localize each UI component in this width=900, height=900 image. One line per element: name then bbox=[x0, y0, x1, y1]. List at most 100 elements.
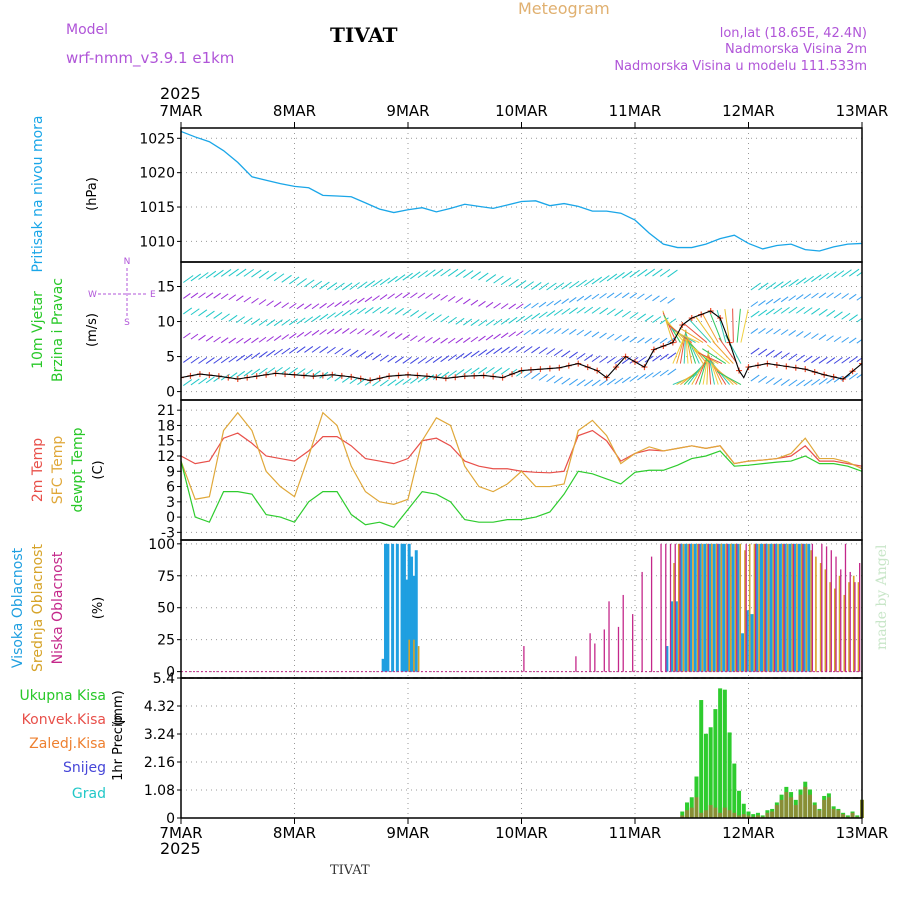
mid-cloud-bar bbox=[715, 543, 718, 672]
wind-barb bbox=[470, 367, 480, 375]
wind-barb bbox=[190, 333, 199, 340]
wind-barb bbox=[296, 317, 306, 325]
x-tick-label-top: 13MAR bbox=[836, 102, 889, 120]
wind-barb bbox=[425, 374, 435, 382]
wind-barb bbox=[183, 307, 193, 315]
wind-barb bbox=[394, 333, 403, 339]
low-cloud-bar bbox=[688, 543, 691, 672]
wind-barb bbox=[553, 308, 563, 316]
wind-barb bbox=[447, 268, 459, 277]
low-cloud-bar bbox=[617, 626, 620, 672]
x-tick-label-top: 7MAR bbox=[159, 102, 202, 120]
wind-barb bbox=[205, 357, 215, 364]
wind-barb bbox=[637, 293, 645, 300]
wind-barb bbox=[516, 330, 524, 337]
mid-cloud-bar bbox=[800, 543, 803, 672]
precip-total-bar bbox=[680, 811, 685, 818]
mid-cloud-bar bbox=[692, 543, 694, 672]
wind-barb bbox=[750, 301, 759, 308]
cloud-ylabel-1: Visoka Oblacnost bbox=[10, 547, 26, 668]
low-cloud-bar bbox=[608, 601, 610, 672]
wind-barb bbox=[606, 308, 616, 316]
wind-barb bbox=[765, 298, 774, 305]
wind-barb bbox=[750, 374, 760, 382]
low-cloud-bar bbox=[783, 543, 785, 672]
wind-fan-line bbox=[716, 371, 742, 386]
mid-cloud-bar bbox=[857, 582, 860, 672]
wind-barb bbox=[621, 270, 633, 279]
mid-cloud-bar bbox=[711, 543, 713, 672]
wind-barb bbox=[811, 333, 819, 340]
wind-barb bbox=[629, 269, 640, 278]
wind-barb bbox=[848, 293, 857, 300]
mid-cloud-bar bbox=[706, 543, 708, 672]
wind-barb bbox=[349, 349, 359, 357]
wind-barb bbox=[364, 280, 376, 289]
wind-barb bbox=[818, 308, 828, 316]
precip-conv-bar bbox=[765, 812, 770, 818]
wind-barb bbox=[190, 308, 200, 316]
x-tick-label-bottom: 10MAR bbox=[495, 824, 548, 842]
wind-barb bbox=[198, 292, 206, 299]
low-cloud-bar bbox=[859, 563, 861, 672]
wind-barb bbox=[357, 297, 365, 304]
wind-barb bbox=[765, 377, 775, 385]
wind-barb bbox=[425, 269, 436, 278]
wind-barb bbox=[538, 301, 547, 308]
wind-barb bbox=[251, 337, 259, 344]
precip-conv-bar bbox=[807, 794, 812, 818]
mid-cloud-bar bbox=[767, 543, 770, 672]
high-cloud-bar bbox=[395, 543, 399, 672]
wind-barb bbox=[644, 372, 654, 380]
mid-cloud-bar bbox=[805, 543, 808, 672]
temp2m-line bbox=[180, 429, 863, 474]
precip-conv-bar bbox=[732, 812, 737, 818]
wind-barb bbox=[833, 357, 843, 364]
wind-barb bbox=[357, 281, 368, 290]
wind-fan-line bbox=[724, 308, 731, 343]
low-cloud-bar bbox=[764, 543, 766, 672]
wind-barb bbox=[485, 274, 497, 282]
wind-barb bbox=[591, 355, 601, 363]
wind-barb bbox=[614, 377, 624, 385]
y-tick-label: 1010 bbox=[139, 234, 175, 250]
mid-cloud-bar bbox=[824, 569, 827, 672]
compass-n: N bbox=[124, 257, 131, 267]
y-tick-label: 0 bbox=[166, 665, 175, 681]
wind-barb bbox=[561, 350, 571, 358]
wind-barb bbox=[833, 311, 843, 319]
wind-barb bbox=[500, 367, 510, 375]
wind-barb bbox=[289, 302, 297, 309]
wind-barb bbox=[311, 303, 320, 310]
wind-barb bbox=[304, 330, 312, 337]
wind-barb bbox=[251, 269, 262, 278]
wind-barb bbox=[591, 379, 601, 387]
wind-barb bbox=[266, 271, 277, 280]
low-cloud-bar bbox=[754, 543, 757, 672]
wind-barb bbox=[841, 269, 852, 278]
precip-conv-bar bbox=[741, 814, 746, 818]
wind-barb bbox=[440, 355, 450, 363]
high-cloud-bar bbox=[412, 575, 416, 672]
mid-cloud-bar bbox=[696, 543, 699, 672]
chart-title: TIVAT bbox=[330, 23, 398, 47]
wind-barb bbox=[621, 376, 631, 384]
high-cloud-bar bbox=[674, 601, 678, 672]
high-cloud-bar bbox=[414, 550, 418, 672]
wind-ylabel-2: Brzina i Pravac bbox=[50, 278, 66, 382]
wind-barb bbox=[326, 312, 336, 320]
wind-barb bbox=[417, 357, 427, 364]
wind-barb bbox=[213, 269, 224, 278]
wind-barb bbox=[614, 272, 625, 280]
wind-barb bbox=[213, 312, 223, 319]
wind-barb bbox=[531, 312, 541, 320]
wind-barb bbox=[614, 309, 624, 317]
wind-barb bbox=[455, 269, 466, 278]
panel-precip: 0 1.08 2.16 3.24 4.32 5.4 bbox=[144, 671, 864, 827]
wind-barb bbox=[410, 271, 421, 280]
wind-barb bbox=[220, 356, 230, 364]
mid-cloud-bar bbox=[748, 543, 751, 672]
wind-barb bbox=[447, 337, 456, 344]
precip-conv-bar bbox=[812, 805, 817, 818]
temp-ylabel-1: 2m Temp bbox=[30, 438, 46, 502]
